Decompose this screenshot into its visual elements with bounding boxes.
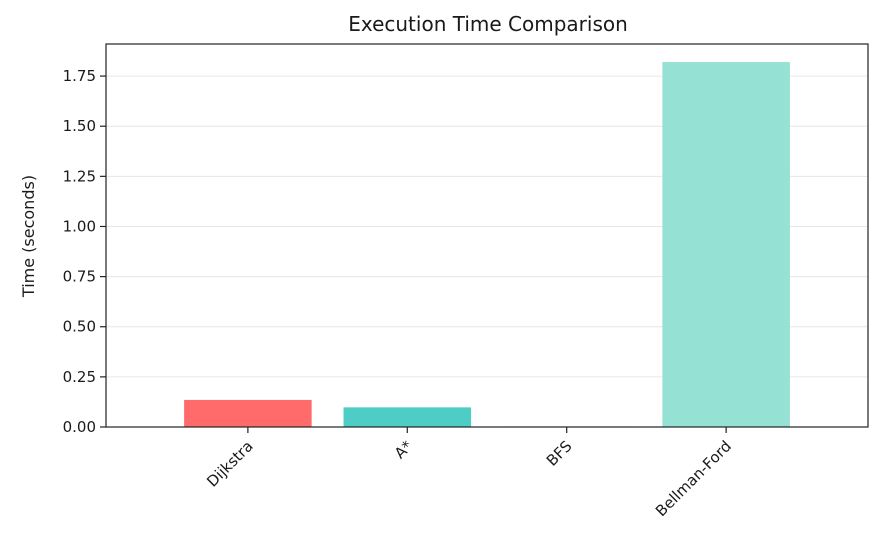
y-tick-label: 1.25 — [63, 167, 96, 185]
bar-dijkstra — [184, 399, 312, 427]
bar-layer — [184, 62, 790, 427]
bar-a — [343, 407, 472, 427]
chart-title: Execution Time Comparison — [348, 12, 628, 36]
x-tick-label: A* — [391, 437, 417, 463]
y-tick-label: 0.75 — [63, 268, 96, 286]
axis-layer: 0.00 0.25 0.50 0.75 1.00 1.25 1.50 1.75 Dijkstra… — [63, 67, 735, 520]
y-axis-label: Time (seconds) — [19, 175, 38, 298]
y-tick-label: 0.50 — [63, 318, 96, 336]
y-tick-label: 1.50 — [63, 117, 96, 135]
grid-layer — [106, 75, 868, 428]
plot-frame — [105, 43, 869, 428]
x-tick-label: BFS — [543, 437, 576, 470]
y-tick-label: 1.00 — [63, 217, 96, 235]
y-tick-label: 1.75 — [63, 67, 96, 85]
x-tick-label: Dijkstra — [203, 437, 256, 490]
x-tick-label: Bellman-Ford — [652, 437, 735, 520]
bar-bellman-ford — [662, 62, 790, 427]
y-tick-label: 0.25 — [63, 368, 96, 386]
y-tick-label: 0.00 — [63, 418, 96, 436]
